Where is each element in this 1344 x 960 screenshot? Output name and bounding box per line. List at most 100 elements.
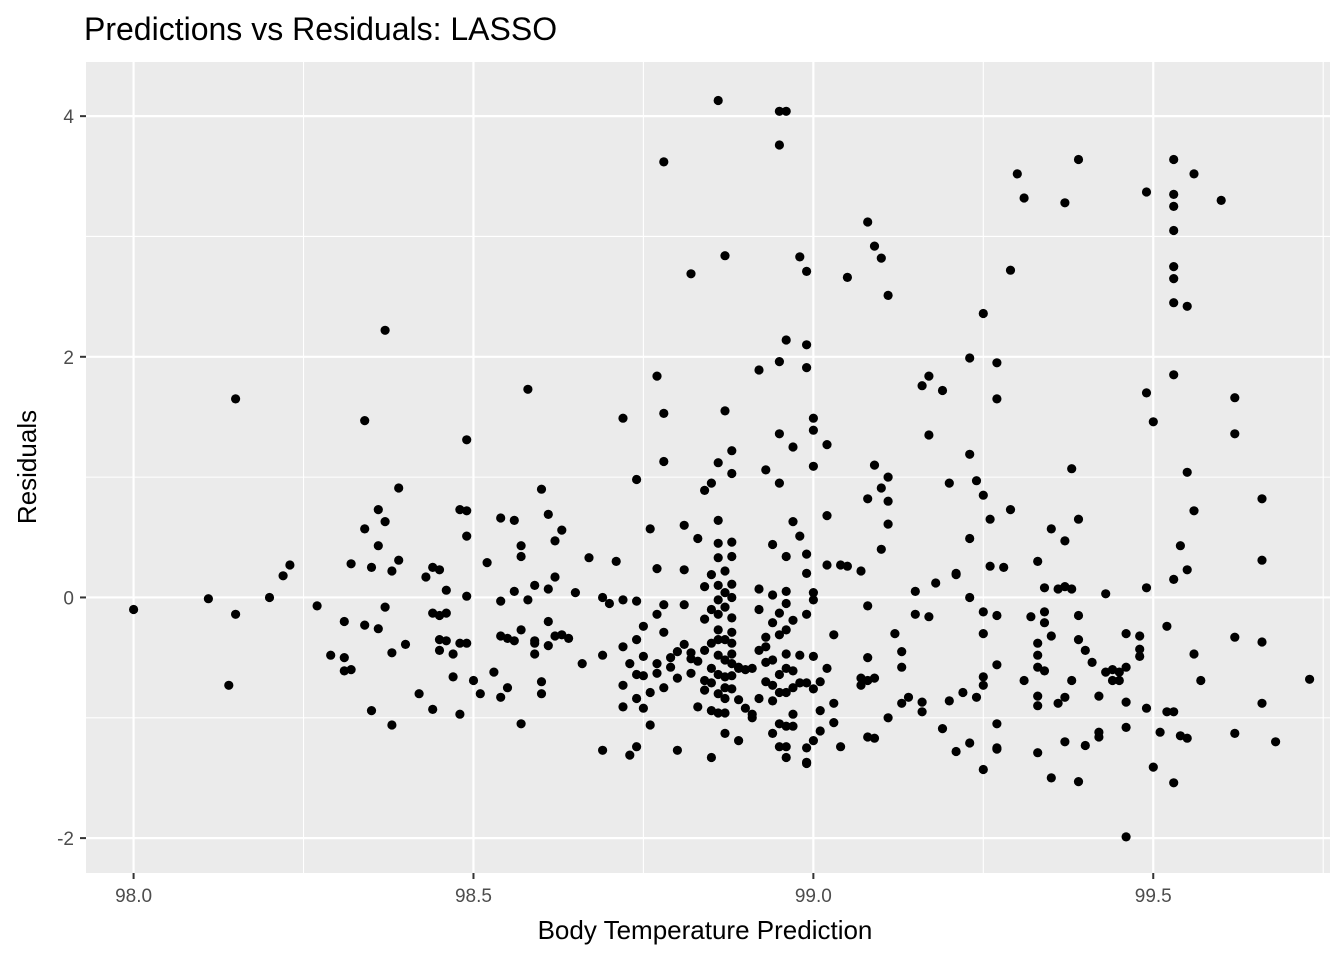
- data-point: [822, 663, 832, 674]
- data-point: [822, 560, 832, 570]
- data-point: [557, 525, 567, 535]
- x-axis-title: Body Temperature Prediction: [538, 915, 873, 945]
- data-point: [802, 743, 812, 753]
- data-point: [781, 687, 791, 698]
- data-point: [720, 406, 730, 416]
- data-point: [992, 719, 1002, 729]
- data-point: [727, 446, 737, 456]
- data-point: [666, 653, 676, 663]
- data-point: [638, 703, 649, 713]
- data-point: [1121, 662, 1131, 672]
- data-point: [339, 666, 349, 676]
- data-point: [509, 586, 519, 597]
- data-point: [496, 692, 506, 702]
- chart-title: Predictions vs Residuals: LASSO: [84, 11, 557, 47]
- data-point: [700, 485, 710, 495]
- data-point: [373, 624, 383, 634]
- data-point: [1148, 762, 1158, 772]
- data-point: [1046, 524, 1056, 534]
- data-point: [638, 671, 649, 681]
- data-point: [931, 578, 941, 588]
- data-point: [1073, 514, 1084, 524]
- data-point: [516, 541, 526, 551]
- data-point: [1305, 674, 1315, 684]
- data-point: [530, 649, 540, 659]
- data-point: [339, 653, 349, 663]
- data-point: [720, 683, 730, 693]
- data-point: [1141, 703, 1152, 713]
- data-point: [598, 650, 608, 660]
- data-point: [1087, 657, 1097, 668]
- data-point: [1189, 506, 1199, 516]
- data-point: [781, 586, 791, 597]
- data-point: [768, 618, 778, 628]
- data-point: [1230, 632, 1240, 642]
- data-point: [829, 630, 839, 640]
- data-point: [978, 672, 988, 682]
- data-point: [645, 524, 655, 534]
- data-point: [1169, 370, 1179, 380]
- data-point: [706, 604, 717, 615]
- data-point: [1230, 728, 1240, 739]
- data-point: [632, 596, 642, 606]
- data-point: [1155, 727, 1165, 737]
- data-point: [231, 609, 241, 619]
- data-point: [468, 675, 479, 686]
- data-point: [1060, 536, 1070, 546]
- data-point: [1230, 429, 1240, 439]
- data-point: [944, 696, 954, 706]
- data-point: [903, 692, 914, 702]
- data-point: [727, 592, 737, 603]
- data-point: [659, 408, 669, 418]
- data-point: [795, 650, 805, 660]
- data-point: [489, 667, 499, 677]
- data-point: [761, 632, 771, 642]
- data-point: [781, 625, 791, 635]
- data-point: [727, 551, 737, 562]
- data-point: [1101, 589, 1111, 599]
- data-point: [944, 478, 954, 488]
- data-point: [727, 649, 737, 659]
- data-point: [951, 746, 961, 757]
- data-point: [727, 638, 737, 648]
- data-point: [550, 536, 560, 546]
- data-point: [795, 678, 805, 688]
- data-point: [326, 650, 336, 660]
- data-point: [965, 449, 975, 459]
- data-point: [720, 655, 730, 665]
- data-point: [1169, 225, 1179, 236]
- data-point: [264, 592, 275, 603]
- data-point: [788, 517, 798, 527]
- data-point: [1169, 262, 1179, 272]
- data-point: [897, 662, 907, 672]
- data-point: [788, 442, 798, 452]
- data-point: [815, 706, 825, 716]
- data-point: [516, 719, 526, 729]
- data-point: [645, 687, 655, 698]
- data-point: [876, 253, 886, 263]
- data-point: [754, 693, 764, 704]
- data-point: [530, 580, 540, 591]
- data-point: [672, 647, 683, 657]
- data-point: [380, 602, 390, 612]
- data-point: [700, 614, 710, 624]
- data-point: [1033, 662, 1043, 672]
- data-point: [917, 381, 927, 391]
- data-point: [727, 537, 737, 547]
- data-point: [822, 510, 832, 521]
- data-point: [1114, 667, 1124, 677]
- data-point: [462, 591, 472, 601]
- data-point: [802, 757, 812, 767]
- data-point: [448, 672, 458, 682]
- data-point: [346, 559, 356, 569]
- data-point: [1169, 707, 1179, 717]
- data-point: [781, 335, 791, 345]
- data-point: [550, 572, 560, 582]
- x-tick-label: 98.5: [455, 886, 492, 907]
- data-point: [360, 416, 370, 426]
- data-point: [808, 461, 819, 471]
- data-point: [1073, 610, 1084, 621]
- data-point: [842, 272, 853, 282]
- data-point: [455, 638, 465, 648]
- data-point: [1039, 618, 1050, 628]
